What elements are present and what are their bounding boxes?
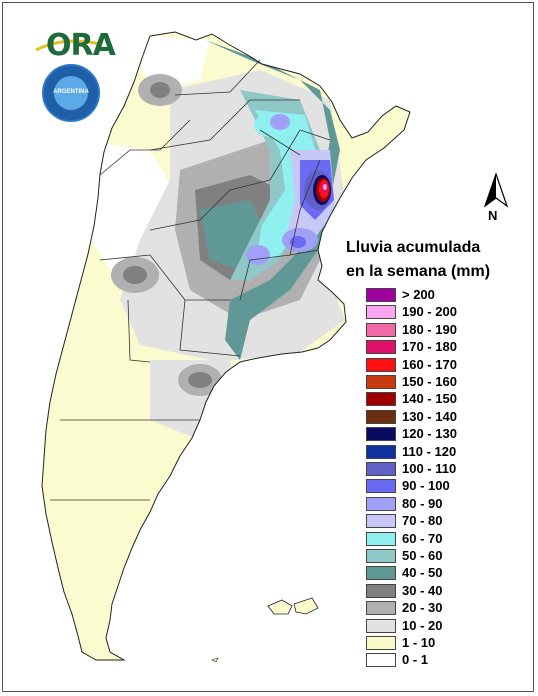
- legend-label: 10 - 20: [402, 617, 443, 633]
- legend-label: 120 - 130: [402, 426, 457, 442]
- legend-swatch: [366, 653, 396, 668]
- legend-swatch: [366, 566, 396, 581]
- legend-swatch: [366, 357, 396, 372]
- legend-swatch: [366, 409, 396, 424]
- legend-swatch: [366, 305, 396, 320]
- legend-label: 20 - 30: [402, 600, 443, 616]
- legend-label: 60 - 70: [402, 530, 443, 546]
- legend-title: Lluvia acumulada en la semana (mm): [346, 236, 490, 284]
- legend-label: 190 - 200: [402, 304, 457, 320]
- legend-swatch: [366, 462, 396, 476]
- ora-logo-swoosh: [35, 39, 101, 52]
- legend-swatch: [366, 618, 396, 633]
- legend-title-line2: en la semana (mm): [346, 263, 491, 280]
- legend-swatch: [366, 340, 396, 355]
- legend-swatch: [366, 288, 396, 302]
- legend-swatch: [366, 427, 396, 442]
- legend-swatch: [366, 322, 396, 337]
- legend-swatch: [366, 479, 396, 494]
- province-boundaries: [50, 59, 331, 501]
- north-label: N: [488, 208, 498, 223]
- seal-text: ARGENTINA: [53, 89, 89, 95]
- legend-label: 110 - 120: [402, 443, 457, 459]
- legend-swatch: [366, 444, 396, 459]
- legend-label: 90 - 100: [402, 478, 450, 494]
- legend-label: 170 - 180: [402, 339, 457, 355]
- legend-swatch: [366, 583, 396, 598]
- legend-swatch: [366, 531, 396, 546]
- legend-swatch: [366, 601, 396, 616]
- legend-title-line1: Lluvia acumulada: [346, 239, 481, 256]
- legend-label: 140 - 150: [402, 391, 457, 407]
- legend-label: 130 - 140: [402, 408, 457, 424]
- legend-label: 100 - 110: [402, 461, 457, 476]
- legend-label: > 200: [402, 287, 435, 302]
- legend-label: 30 - 40: [402, 582, 443, 598]
- legend-swatch: [366, 636, 396, 650]
- north-arrow-icon: [483, 172, 509, 208]
- legend-swatch: [366, 496, 396, 511]
- legend-swatch: [366, 375, 396, 389]
- legend-label: 80 - 90: [402, 495, 443, 511]
- legend-label: 160 - 170: [402, 356, 457, 372]
- legend-swatch: [366, 514, 396, 529]
- legend-swatch: [366, 549, 396, 563]
- malvinas-islands: [267, 597, 319, 615]
- small-island: [211, 657, 219, 663]
- legend-label: 0 - 1: [402, 652, 429, 668]
- legend-label: 70 - 80: [402, 513, 443, 529]
- ora-logo: ORA: [46, 28, 116, 63]
- legend-label: 1 - 10: [402, 635, 436, 650]
- smn-seal-icon: ARGENTINA: [42, 64, 100, 122]
- legend-label: 150 - 160: [402, 374, 457, 389]
- legend-label: 180 - 190: [402, 321, 457, 337]
- legend-label: 50 - 60: [402, 548, 443, 563]
- legend-swatch: [366, 392, 396, 407]
- legend-label: 40 - 50: [402, 565, 443, 581]
